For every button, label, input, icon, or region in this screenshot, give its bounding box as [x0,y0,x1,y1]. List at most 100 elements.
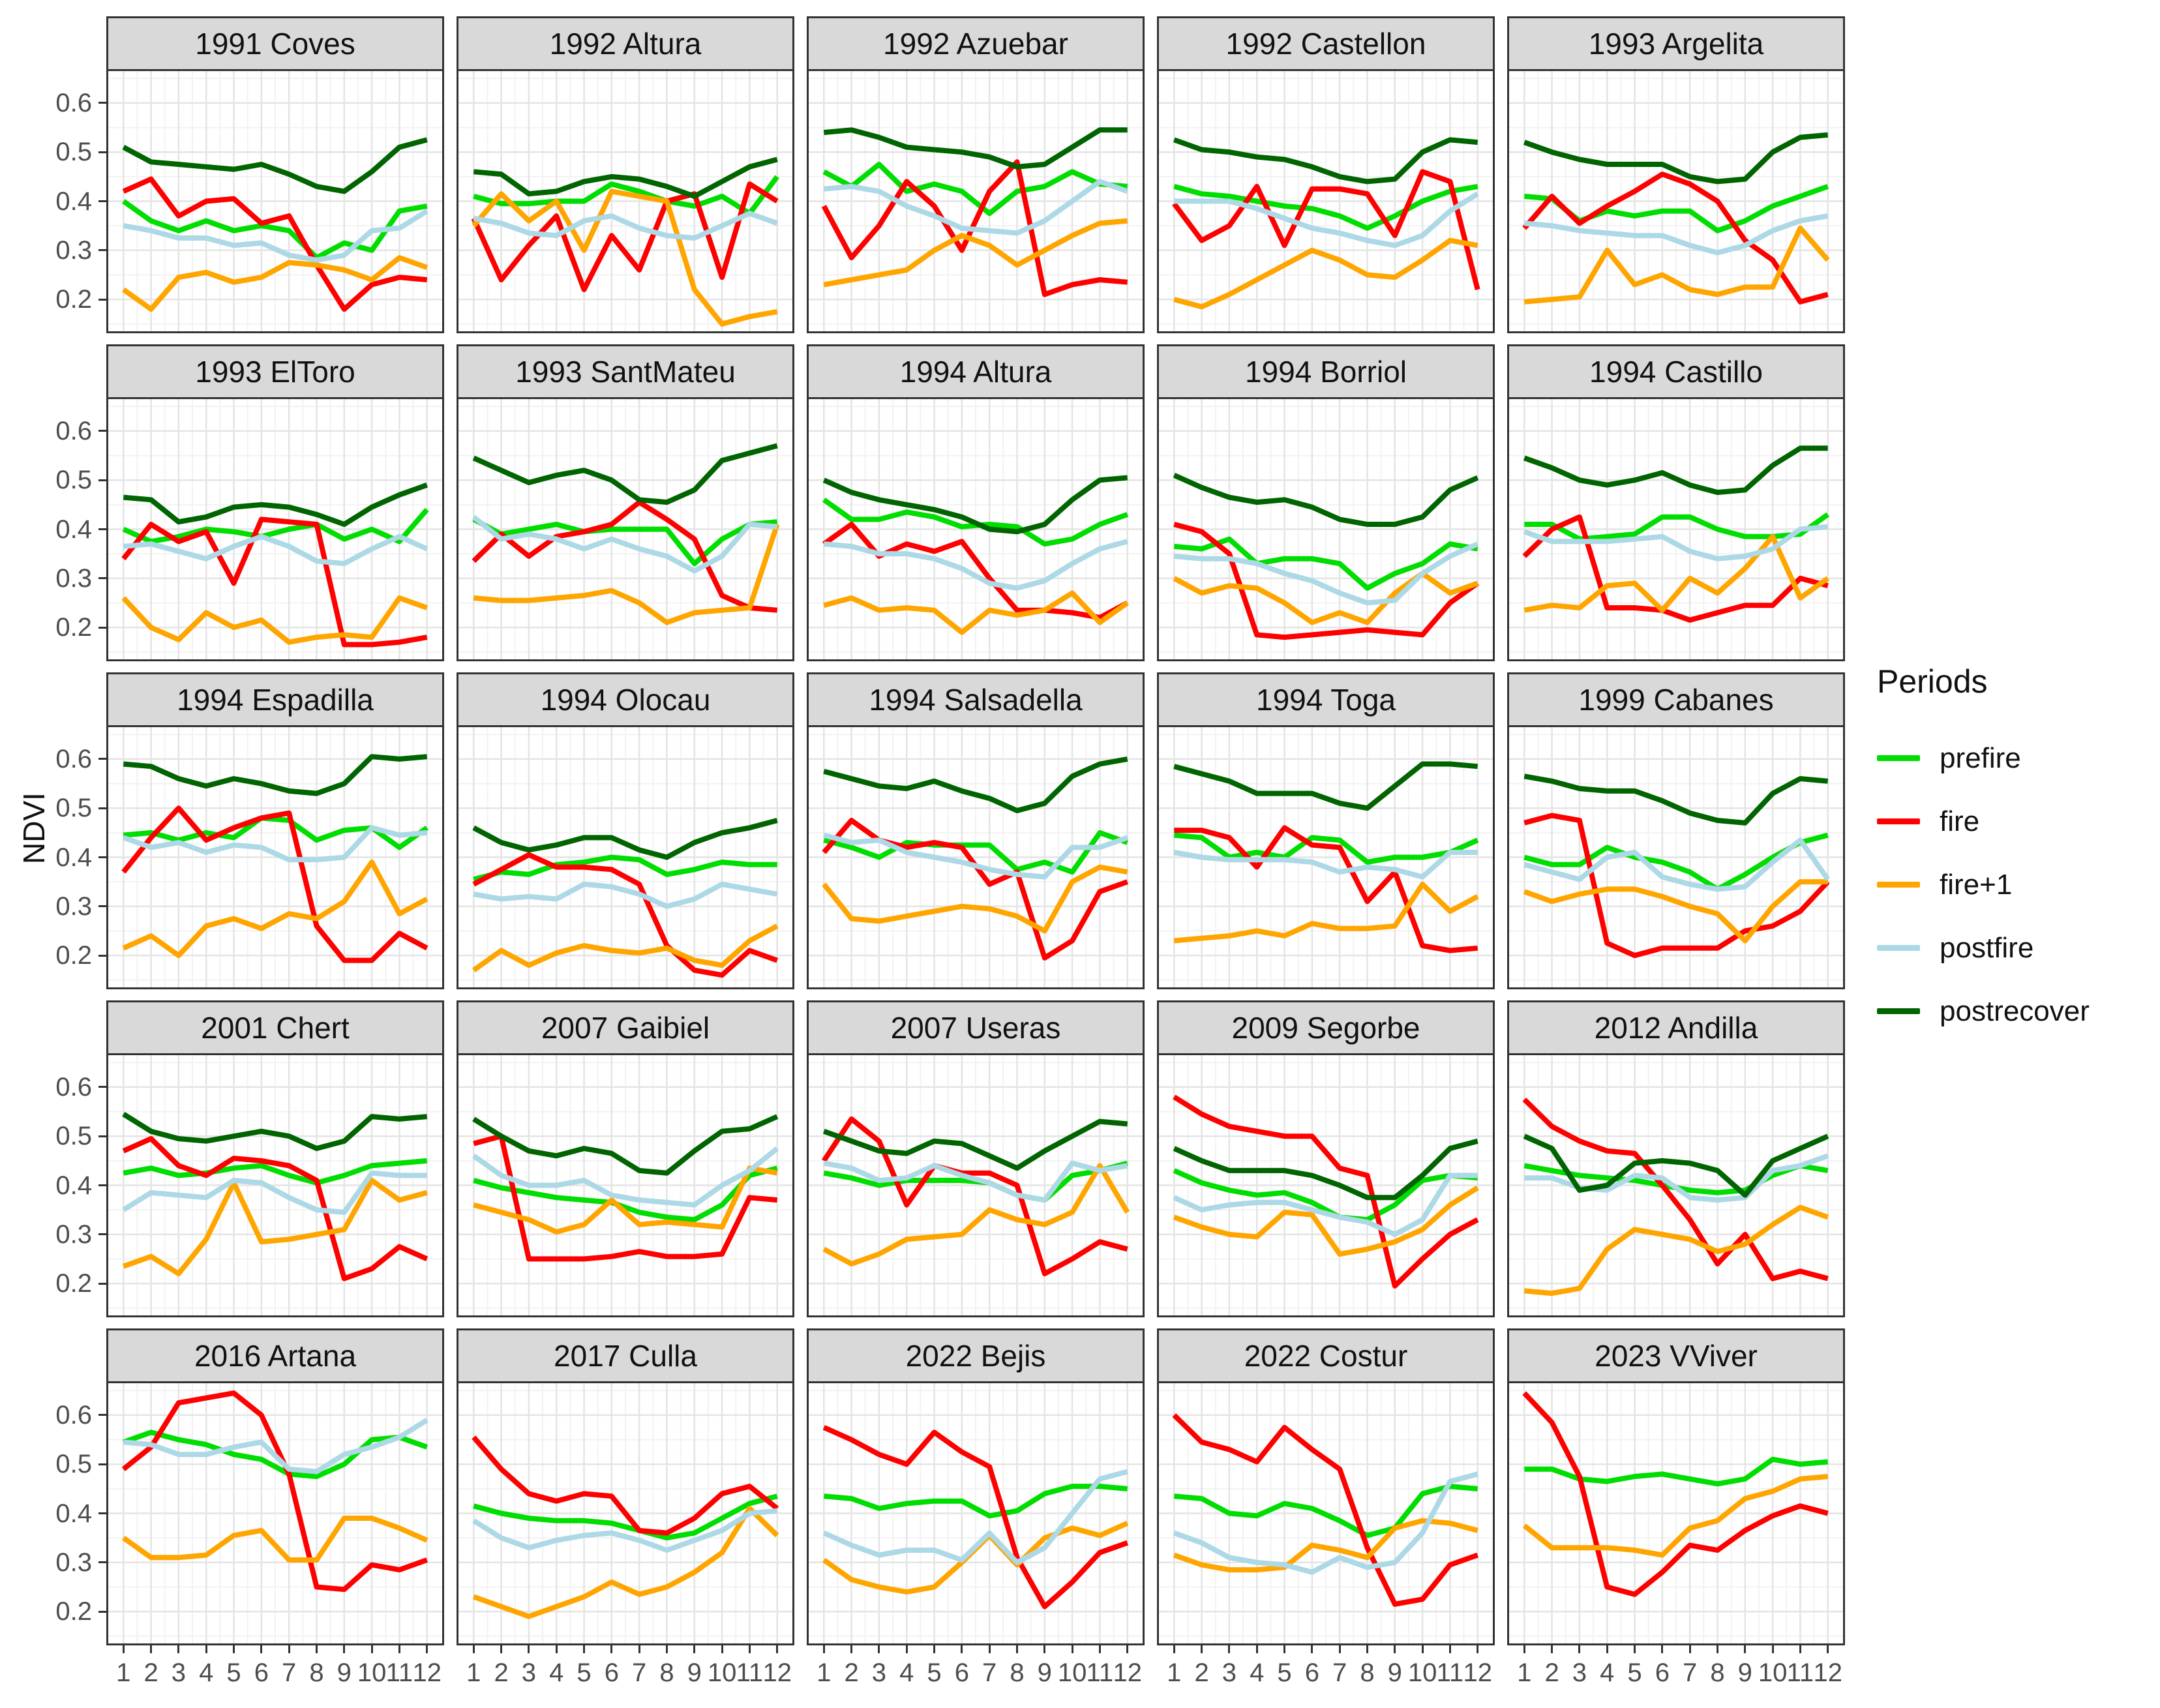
legend-swatch-postrecover-icon [1877,1008,1920,1014]
y-tick-mark [98,626,106,629]
x-tick-label: 6 [604,1658,619,1687]
y-tick-label: 0.2 [55,941,92,970]
panel-1994-espadilla: 1994 Espadilla [106,672,444,989]
panel-title: 2001 Chert [106,1000,444,1055]
y-tick-mark [98,1135,106,1137]
series-line-fire [472,852,779,978]
series-line-prefire [1524,1456,1829,1487]
legend-swatch-fire+1-icon [1877,882,1920,888]
panel-2023-vviver: 2023 VViver [1507,1328,1845,1645]
series-line-fire [472,1435,779,1536]
x-tick-mark [583,1645,586,1653]
series-line-postrecover [472,818,778,860]
x-tick-mark [1043,1645,1046,1653]
panel-2016-artana: 2016 Artana [106,1328,444,1645]
y-tick-mark [98,807,106,809]
panel-1994-borriol: 1994 Borriol [1157,344,1495,661]
series-line-fire [1522,1391,1829,1597]
panel-svg [1509,399,1843,659]
y-tick-label: 0.5 [55,138,92,167]
panel-2001-chert: 2001 Chert [106,1000,444,1317]
series-line-prefire [1173,183,1478,231]
y-tick-mark [98,102,106,104]
panel-plot-area [1507,1383,1845,1645]
y-tick-mark [98,1512,106,1514]
x-tick-label: 7 [982,1658,997,1687]
y-tick-mark [98,200,106,202]
series-line-fire+1 [121,255,428,312]
panel-title: 1994 Toga [1157,672,1495,727]
x-tick-label: 9 [1737,1658,1752,1687]
panel-plot-area [106,1383,444,1645]
series-line-postfire [1173,850,1478,880]
x-tick-mark [1448,1645,1451,1653]
panel-1993-argelita: 1993 Argelita [1507,16,1845,333]
panel-title: 2007 Gaibiel [457,1000,794,1055]
panel-plot-area [457,71,794,333]
x-tick-mark [177,1645,180,1653]
y-tick-mark [98,954,106,957]
x-tick-label: 1 [466,1658,481,1687]
y-tick-label: 0.4 [55,187,92,216]
x-tick-mark [776,1645,779,1653]
series-line-fire+1 [1173,881,1479,944]
x-tick-label: 6 [1655,1658,1670,1687]
x-tick-mark [1283,1645,1286,1653]
series-line-fire [821,1116,1128,1276]
series-line-postrecover [122,1111,428,1151]
series-line-fire+1 [121,595,428,645]
panel-2007-gaibiel: 2007 Gaibiel [457,1000,794,1317]
series-line-postrecover [1173,761,1478,811]
series-line-fire [122,176,428,312]
panel-title: 1992 Azuebar [807,16,1145,71]
legend-label: postfire [1940,931,2034,964]
panel-title: 1993 ElToro [106,344,444,399]
x-tick-mark [150,1645,153,1653]
x-tick-mark [1338,1645,1341,1653]
panel-plot-area [106,1055,444,1317]
panel-2017-culla: 2017 Culla [457,1328,794,1645]
legend: Periods prefire fire fire+1 postfire postrec… [1877,663,2157,1043]
panel-plot-area [807,727,1145,989]
series-line-postrecover [123,754,428,796]
panel-2022-costur: 2022 Costur [1157,1328,1495,1645]
x-tick-label: 2 [844,1658,859,1687]
series-line-fire+1 [121,1516,428,1563]
panel-1994-altura: 1994 Altura [807,344,1145,661]
x-tick-mark [555,1645,558,1653]
x-tick-mark [1634,1645,1636,1653]
series-line-fire [1173,1094,1479,1289]
panel-plot-area [1157,1383,1495,1645]
y-tick-label: 0.3 [55,1220,92,1249]
panel-plot-area [457,727,794,989]
x-tick-label: 12 [1113,1658,1142,1687]
panel-title: 1999 Cabanes [1507,672,1845,727]
x-tick-label: 3 [1222,1658,1237,1687]
series-line-fire [1522,172,1829,305]
y-tick-mark [98,758,106,760]
panel-title: 1994 Castillo [1507,344,1845,399]
panel-svg [1509,1383,1843,1643]
x-tick-label: 3 [521,1658,537,1687]
x-tick-mark [1126,1645,1129,1653]
x-tick-mark [1173,1645,1175,1653]
x-tick-mark [610,1645,613,1653]
x-tick-mark [1688,1645,1691,1653]
panel-title: 1994 Borriol [1157,344,1495,399]
panel-svg [1159,71,1493,331]
x-tick-label: 6 [954,1658,969,1687]
x-tick-mark [850,1645,853,1653]
series-line-prefire [823,830,1129,875]
x-tick-mark [988,1645,991,1653]
x-tick-label: 3 [171,1658,187,1687]
panel-svg [1509,727,1843,987]
x-tick-label: 4 [899,1658,914,1687]
x-tick-mark [1071,1645,1073,1653]
legend-item-fire+1: fire+1 [1877,853,2157,916]
panel-svg [108,71,442,331]
panel-plot-area [1507,71,1845,333]
series-line-fire [121,517,428,648]
panel-2012-andilla: 2012 Andilla [1507,1000,1845,1317]
x-tick-mark [1661,1645,1664,1653]
x-tick-mark [398,1645,400,1653]
